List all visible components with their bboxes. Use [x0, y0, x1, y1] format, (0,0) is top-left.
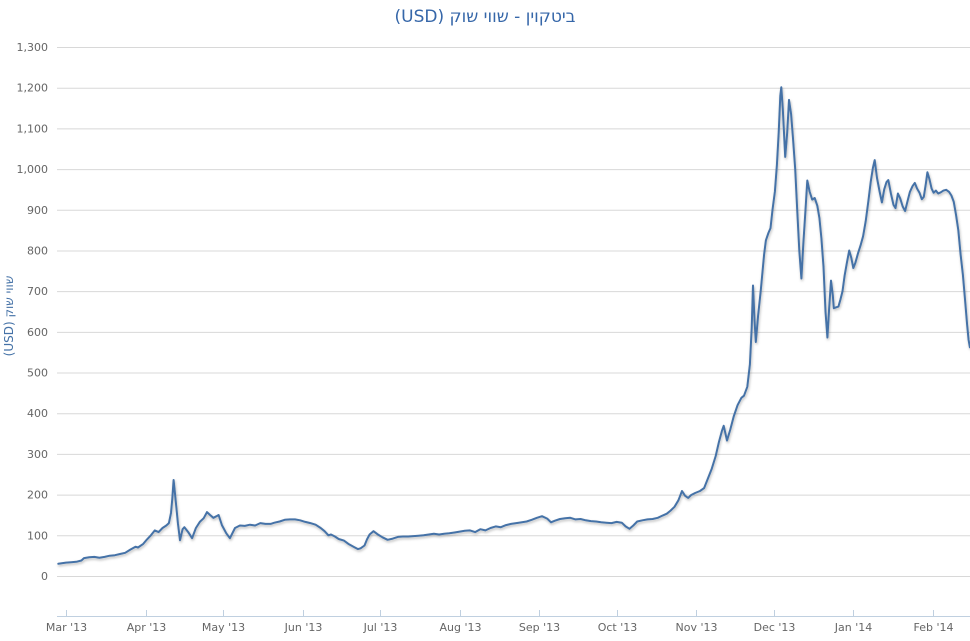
y-axis-label: 1,200 [17, 82, 49, 95]
x-axis-label: Jul '13 [363, 621, 398, 634]
y-axis-label: 900 [27, 204, 48, 217]
x-axis-label: Apr '13 [127, 621, 167, 634]
y-axis-label: 300 [27, 448, 48, 461]
x-axis-label: May '13 [202, 621, 245, 634]
x-axis-label: Feb '14 [914, 621, 954, 634]
y-axis-label: 1,100 [17, 122, 49, 135]
x-axis-label: Oct '13 [598, 621, 638, 634]
y-axis-label: 400 [27, 407, 48, 420]
x-axis-label: Aug '13 [440, 621, 482, 634]
x-axis-label: Sep '13 [519, 621, 560, 634]
y-axis-label: 0 [41, 570, 48, 583]
series-group [57, 86, 970, 565]
y-axis-label: 600 [27, 326, 48, 339]
chart-title: ביטקוין - שווי שוק (USD) [394, 7, 576, 27]
y-axis-label: 1,000 [17, 163, 49, 176]
x-axis-label: Jun '13 [284, 621, 323, 634]
x-axis-label: Jan '14 [834, 621, 872, 634]
x-axis-label: Mar '13 [46, 621, 87, 634]
y-axis-label: 1,300 [17, 41, 49, 54]
gridlines-group [57, 47, 970, 577]
x-axis-label: Nov '13 [676, 621, 718, 634]
y-axis-label: 100 [27, 529, 48, 542]
y-axis-label: 200 [27, 489, 48, 502]
y-axis-label: 500 [27, 367, 48, 380]
x-axis-label: Dec '13 [754, 621, 796, 634]
y-axis-labels-group: 0 100 200 300 400 500 600 700 800 900 1,000 1,100 1,… [17, 41, 49, 583]
y-axis-label: 700 [27, 285, 48, 298]
price-series-line [57, 86, 970, 565]
y-axis-label: 800 [27, 244, 48, 257]
x-axis-group: Mar '13 Apr '13 May '13 Jun '13 Jul '13 Aug '… [46, 610, 970, 634]
